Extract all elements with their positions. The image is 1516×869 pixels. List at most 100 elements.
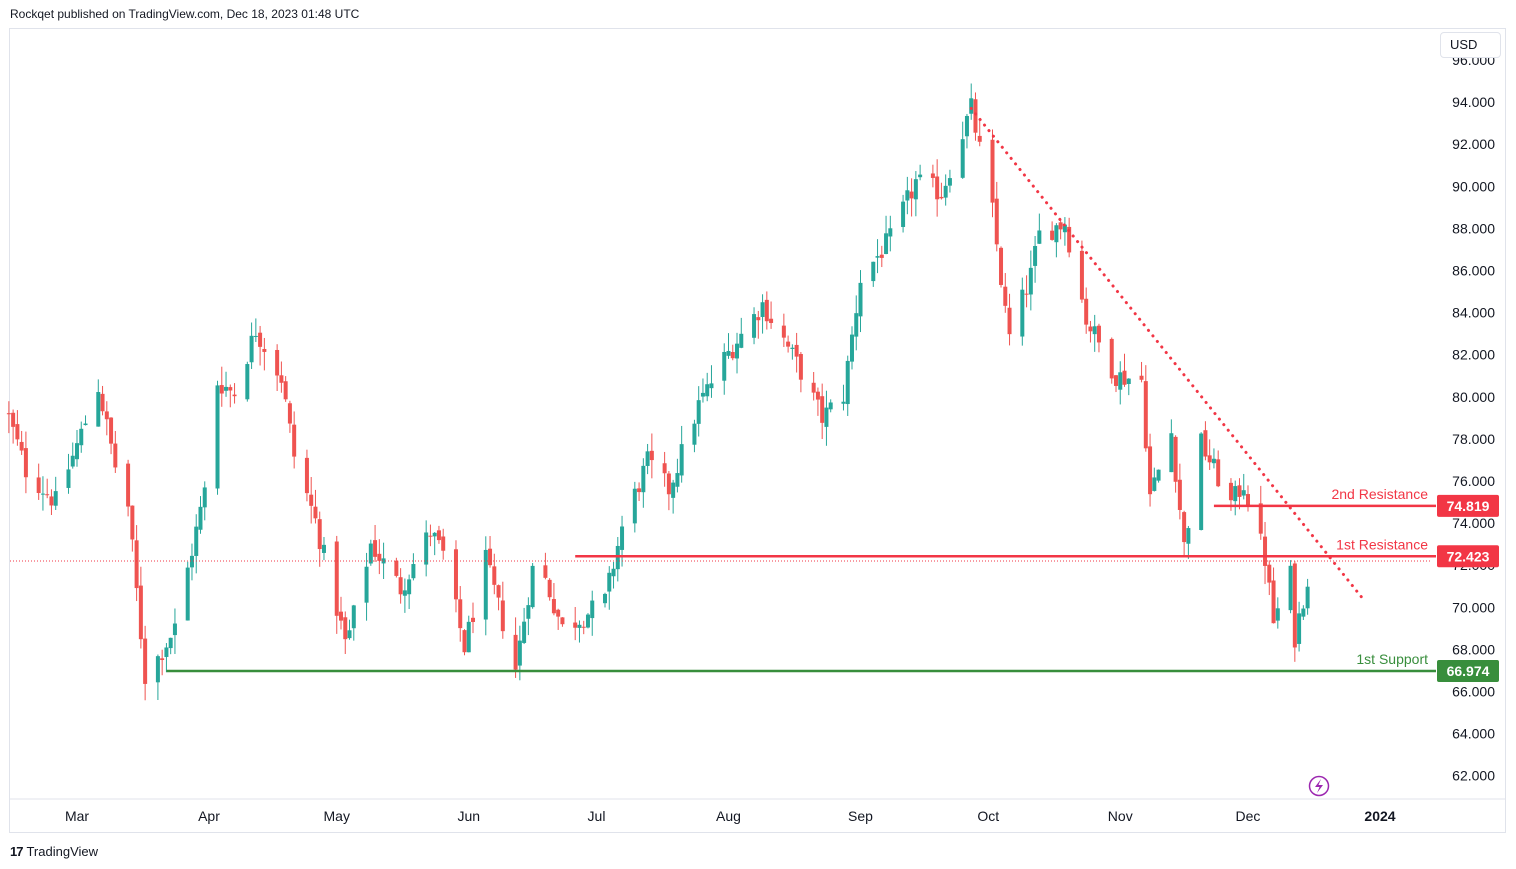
candle <box>83 415 88 426</box>
candle <box>411 553 416 581</box>
candle <box>11 409 16 444</box>
x-tick-label: Dec <box>1236 808 1261 824</box>
candle <box>66 453 71 494</box>
candle <box>888 215 893 252</box>
level-label: 1st Resistance <box>1336 536 1428 552</box>
candle <box>45 478 50 499</box>
candle <box>769 301 774 329</box>
candle <box>483 536 488 636</box>
candle <box>377 539 382 575</box>
candle <box>292 411 297 469</box>
candle <box>168 637 173 655</box>
candle <box>466 615 471 653</box>
candle <box>607 566 612 610</box>
y-tick-label: 66.000 <box>1452 684 1495 700</box>
candle <box>6 401 11 434</box>
candle <box>1033 235 1038 283</box>
trendline <box>969 106 1365 601</box>
candle <box>1062 217 1067 246</box>
currency-selector[interactable]: USD <box>1440 32 1501 58</box>
candle <box>1156 469 1161 483</box>
y-tick-label: 64.000 <box>1452 726 1495 742</box>
candle <box>1216 450 1221 488</box>
x-tick-label: May <box>324 808 350 824</box>
candle <box>1186 525 1191 559</box>
candle <box>1152 467 1157 492</box>
candle <box>304 449 309 502</box>
candle <box>381 542 386 580</box>
candle <box>224 371 229 397</box>
candle <box>781 313 786 347</box>
candle <box>585 613 590 629</box>
candle <box>854 295 859 351</box>
candle <box>560 617 565 627</box>
candle <box>36 463 41 500</box>
candle <box>1054 223 1059 258</box>
y-tick-label: 92.000 <box>1452 136 1495 152</box>
price-tag-text: 66.974 <box>1447 663 1490 679</box>
candle <box>1003 273 1008 313</box>
candle <box>939 182 944 200</box>
candle <box>700 378 705 403</box>
candle <box>164 643 169 673</box>
candle <box>760 294 765 334</box>
candle <box>347 619 352 640</box>
candle <box>662 451 667 487</box>
trendline-layer <box>969 106 1365 601</box>
tradingview-logo-icon: 17 <box>10 844 24 859</box>
candle <box>364 552 369 621</box>
candle <box>969 83 974 120</box>
chart-frame[interactable] <box>9 28 1506 833</box>
lightning-icon[interactable] <box>1308 775 1330 797</box>
candle <box>709 365 714 398</box>
x-tick-label: Aug <box>716 808 741 824</box>
candle <box>1177 463 1182 520</box>
candles-layer <box>6 83 1310 701</box>
x-tick-label: Apr <box>198 808 220 824</box>
candle <box>696 386 701 437</box>
candle <box>198 496 203 534</box>
candle <box>313 489 318 524</box>
y-tick-label: 68.000 <box>1452 641 1495 657</box>
x-tick-label: Jun <box>457 808 480 824</box>
candle <box>577 620 582 643</box>
candle <box>219 366 224 407</box>
candle <box>194 514 199 574</box>
candle <box>641 458 646 508</box>
candle <box>935 159 940 217</box>
candle <box>905 176 910 215</box>
candle <box>977 118 982 147</box>
candle <box>189 543 194 581</box>
candle <box>1241 473 1246 500</box>
y-tick-label: 86.000 <box>1452 263 1495 279</box>
candle <box>113 430 118 473</box>
candle <box>849 326 854 370</box>
candle <box>394 557 399 578</box>
y-tick-label: 70.000 <box>1452 599 1495 615</box>
candle <box>321 536 326 561</box>
price-tags-layer: 74.819 72.423 66.974 <box>1437 494 1499 682</box>
candle <box>679 425 684 483</box>
x-tick-label: 2024 <box>1364 808 1395 824</box>
candle <box>1079 240 1084 303</box>
candle <box>960 121 965 179</box>
candle <box>309 477 314 524</box>
candle <box>1148 433 1153 507</box>
candle <box>947 169 952 193</box>
levels-layer: 2nd Resistance 1st Resistance 1st Support <box>10 486 1436 673</box>
candle <box>828 399 833 413</box>
level-label: 1st Support <box>1356 651 1428 667</box>
candle <box>96 379 101 427</box>
candle <box>1007 293 1012 346</box>
candle <box>884 215 889 255</box>
candle <box>611 561 616 589</box>
candle <box>185 561 190 621</box>
candle <box>287 400 292 433</box>
candle <box>155 654 160 701</box>
footer: 17 TradingView <box>10 844 98 859</box>
candle <box>202 481 207 521</box>
candle <box>441 528 446 560</box>
candle <box>79 421 84 453</box>
candle <box>620 515 625 567</box>
